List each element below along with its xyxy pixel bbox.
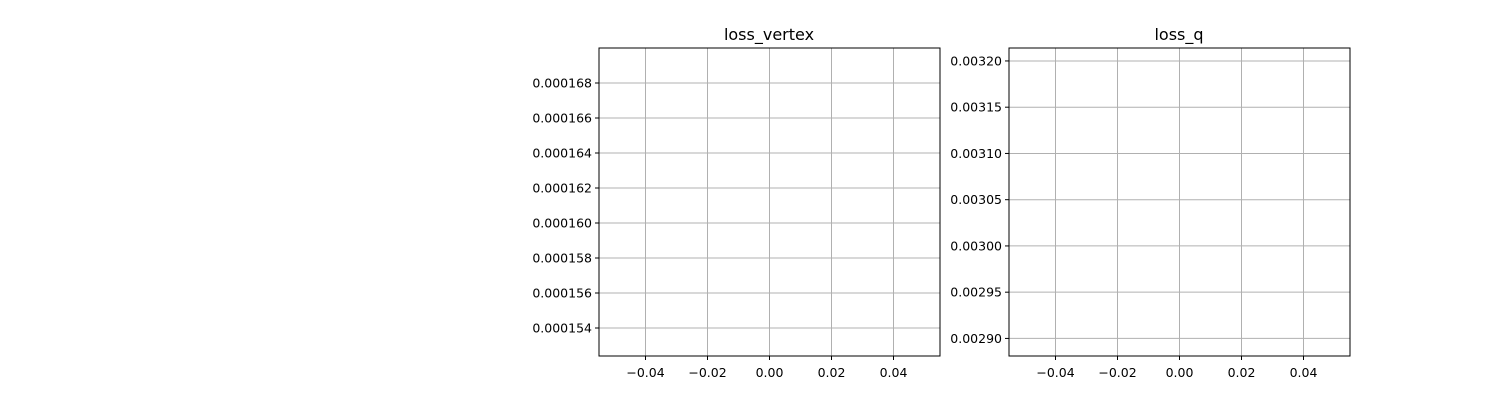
x-tick-label-loss-vertex-1: −0.02 [688, 365, 726, 380]
chart-title-loss-vertex: loss_vertex [724, 25, 814, 45]
y-tick-label-loss-q-0: 0.00290 [950, 331, 1002, 346]
chart-title-loss-q: loss_q [1154, 25, 1203, 45]
y-tick-label-loss-q-4: 0.00310 [950, 146, 1002, 161]
x-tick-label-loss-vertex-3: 0.02 [818, 365, 846, 380]
y-tick-label-loss-vertex-0: 0.000154 [532, 321, 592, 336]
x-tick-label-loss-vertex-4: 0.04 [880, 365, 908, 380]
axes-loss-q: loss_q −0.04 −0.02 0.00 0.02 0.04 0.00290 0.00… [950, 25, 1351, 380]
y-tick-label-loss-vertex-1: 0.000156 [532, 286, 592, 301]
y-tick-label-loss-vertex-3: 0.000160 [532, 216, 592, 231]
y-tick-label-loss-vertex-2: 0.000158 [532, 251, 592, 266]
x-tick-label-loss-q-0: −0.04 [1036, 365, 1074, 380]
y-tick-label-loss-vertex-5: 0.000164 [532, 146, 592, 161]
x-tick-label-loss-q-1: −0.02 [1098, 365, 1136, 380]
x-tick-label-loss-vertex-0: −0.04 [626, 365, 664, 380]
y-tick-label-loss-q-2: 0.00300 [950, 238, 1002, 253]
y-tick-label-loss-q-3: 0.00305 [950, 192, 1002, 207]
y-tick-label-loss-vertex-4: 0.000162 [532, 181, 592, 196]
x-tick-label-loss-q-2: 0.00 [1166, 365, 1194, 380]
x-tick-label-loss-vertex-2: 0.00 [756, 365, 784, 380]
y-tick-label-loss-q-5: 0.00315 [950, 100, 1002, 115]
y-tick-label-loss-q-6: 0.00320 [950, 53, 1002, 68]
y-tick-label-loss-vertex-6: 0.000166 [532, 111, 592, 126]
x-tick-label-loss-q-4: 0.04 [1290, 365, 1318, 380]
x-tick-label-loss-q-3: 0.02 [1228, 365, 1256, 380]
y-tick-label-loss-q-1: 0.00295 [950, 285, 1002, 300]
axes-loss-vertex: loss_vertex −0.04 −0.02 0.00 0.02 0.04 0.0001… [532, 25, 941, 380]
y-tick-label-loss-vertex-7: 0.000168 [532, 76, 592, 91]
